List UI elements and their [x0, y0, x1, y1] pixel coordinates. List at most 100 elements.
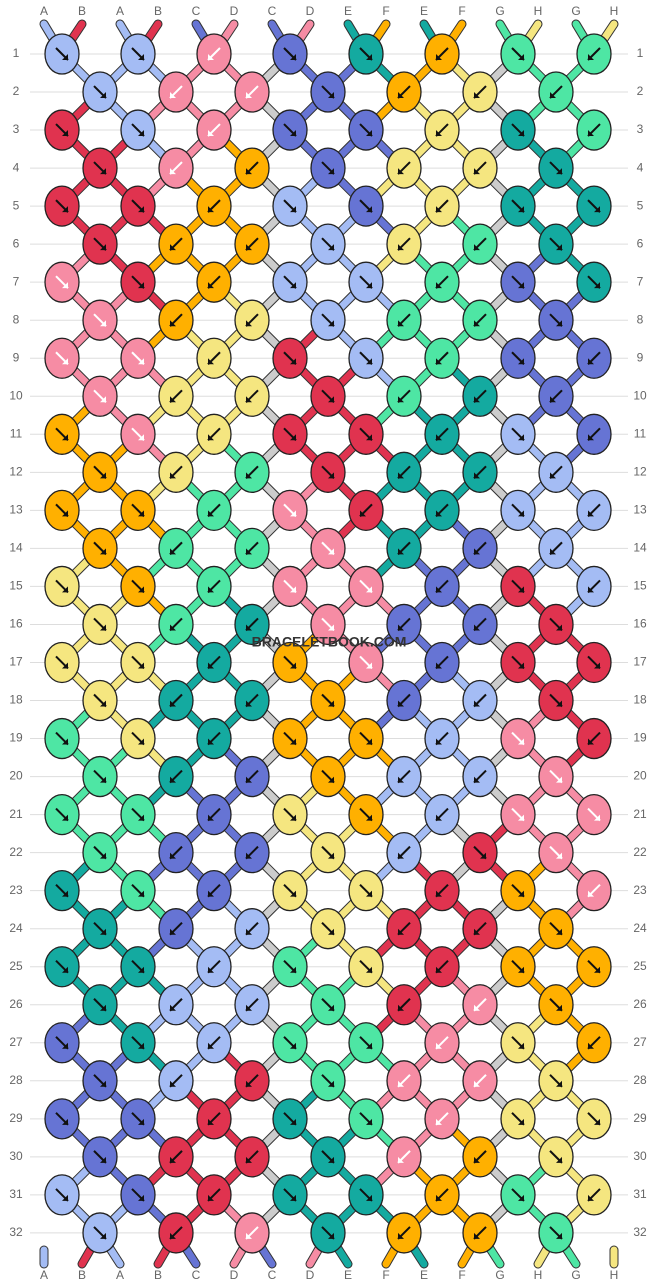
knot-arrowhead [246, 396, 252, 403]
row-number-right: 27 [633, 1035, 647, 1049]
knot-arrowhead [62, 966, 68, 973]
row-number-right: 5 [637, 198, 644, 212]
knot-arrowhead [246, 548, 252, 555]
knot-arrowhead [246, 168, 252, 175]
knot-arrowhead [436, 1042, 442, 1049]
string-label-bottom: F [382, 1268, 389, 1282]
knot-arrowhead [100, 244, 106, 251]
knot-arrowhead [100, 1156, 106, 1163]
knot-arrowhead [480, 852, 486, 859]
row-number-left: 24 [9, 921, 23, 935]
row-number-left: 30 [9, 1149, 23, 1163]
knot-arrowhead [588, 54, 594, 60]
knot-arrowhead [518, 662, 524, 669]
knot-arrowhead [170, 1232, 176, 1239]
knot-arrowhead [246, 472, 252, 479]
string-label-bottom: E [420, 1268, 428, 1282]
knot-arrowhead [398, 700, 404, 707]
row-number-right: 23 [633, 883, 647, 897]
knot-arrowhead [100, 624, 106, 631]
knot-arrowhead [556, 776, 562, 783]
row-number-right: 24 [633, 921, 647, 935]
knot-arrowhead [594, 662, 600, 669]
knot-arrowhead [328, 1080, 334, 1087]
knot-arrowhead [398, 168, 404, 175]
string-label-top: G [495, 4, 504, 18]
knot-arrowhead [398, 472, 404, 479]
knot-arrowhead [518, 1194, 524, 1201]
knot-arrowhead [170, 1080, 176, 1087]
row-number-right: 28 [633, 1073, 647, 1087]
knot-arrowhead [588, 1042, 594, 1049]
knot-arrowhead [474, 92, 480, 99]
knot-arrowhead [62, 130, 68, 137]
knot-arrowhead [436, 814, 442, 821]
knot-arrowhead [328, 1232, 334, 1239]
knot-arrowhead [138, 586, 144, 593]
knot-arrowhead [594, 206, 600, 213]
row-number-right: 2 [637, 84, 644, 98]
row-number-left: 26 [9, 997, 23, 1011]
knot-arrowhead [366, 1042, 372, 1049]
knot-arrowhead [328, 776, 334, 783]
knot-arrowhead [208, 130, 214, 137]
row-number-left: 8 [13, 312, 20, 326]
string-label-bottom: B [78, 1268, 86, 1282]
knot-arrowhead [474, 168, 480, 175]
row-number-left: 25 [9, 959, 23, 973]
row-number-right: 14 [633, 541, 647, 555]
knot-arrowhead [474, 1156, 480, 1163]
string-label-top: H [610, 4, 619, 18]
knot-arrowhead [436, 282, 442, 289]
knot-arrowhead [328, 624, 334, 631]
knot-arrowhead [328, 396, 334, 403]
knot-arrowhead [474, 1080, 480, 1087]
knot-arrowhead [556, 928, 562, 935]
row-number-left: 27 [9, 1035, 23, 1049]
row-number-right: 26 [633, 997, 647, 1011]
knot-arrowhead [550, 92, 556, 99]
knot-arrowhead [556, 1004, 562, 1011]
knot-arrowhead [366, 434, 372, 441]
knot-arrowhead [170, 928, 176, 935]
knot-arrowhead [290, 814, 296, 821]
knot-arrowhead [550, 548, 556, 555]
row-number-left: 28 [9, 1073, 23, 1087]
knot-arrowhead [588, 890, 594, 897]
knot-arrowhead [556, 1232, 562, 1239]
knot-arrowhead [398, 548, 404, 555]
knot-arrowhead [328, 852, 334, 859]
knot-arrowhead [366, 586, 372, 593]
watermark: BRACELETBOOK.COM [252, 634, 407, 650]
row-number-left: 1 [13, 46, 20, 60]
knot-arrowhead [518, 1118, 524, 1125]
knot-arrowhead [138, 1194, 144, 1201]
knot-arrowhead [366, 282, 372, 289]
knot-arrowhead [290, 358, 296, 365]
row-number-right: 29 [633, 1111, 647, 1125]
knot-arrowhead [328, 548, 334, 555]
knot-arrowhead [518, 206, 524, 213]
knot-arrowhead [100, 92, 106, 99]
knot-arrowhead [138, 206, 144, 213]
knot-arrowhead [328, 1004, 334, 1011]
row-number-right: 18 [633, 693, 647, 707]
row-number-left: 2 [13, 84, 20, 98]
knot-arrowhead [474, 1004, 480, 1011]
row-number-left: 21 [9, 807, 23, 821]
knot-arrowhead [474, 700, 480, 707]
knot-arrowhead [208, 662, 214, 669]
knot-arrowhead [138, 510, 144, 517]
knot-arrowhead [170, 168, 176, 175]
string-label-top: E [344, 4, 352, 18]
string-label-top: H [534, 4, 543, 18]
knot-arrowhead [398, 624, 404, 631]
knot-arrowhead [556, 168, 562, 175]
knot-arrowhead [290, 282, 296, 289]
knot-arrowhead [328, 92, 334, 99]
knot-arrowhead [436, 1118, 442, 1125]
knot-arrowhead [246, 92, 252, 99]
knot-arrowhead [366, 206, 372, 213]
knot-arrowhead [436, 738, 442, 745]
row-number-right: 12 [633, 465, 647, 479]
